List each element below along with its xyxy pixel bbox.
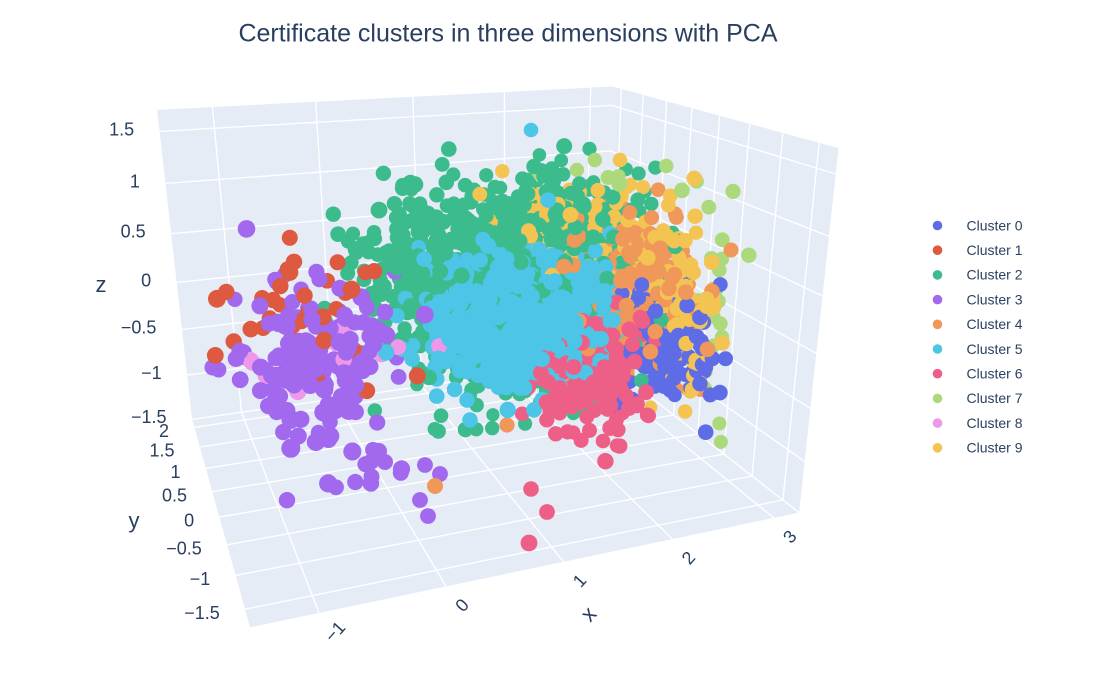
svg-text:1: 1: [130, 171, 140, 191]
svg-text:Cluster 8: Cluster 8: [967, 415, 1023, 431]
svg-text:Cluster 6: Cluster 6: [967, 366, 1023, 382]
svg-text:Cluster 7: Cluster 7: [967, 390, 1023, 406]
svg-text:0.5: 0.5: [162, 485, 187, 505]
svg-text:0: 0: [451, 595, 473, 616]
svg-text:1: 1: [170, 462, 180, 482]
svg-text:−1: −1: [321, 617, 350, 646]
svg-text:Cluster 2: Cluster 2: [967, 267, 1023, 283]
svg-text:Cluster 0: Cluster 0: [967, 217, 1023, 233]
svg-text:z: z: [96, 272, 107, 297]
svg-text:−0.5: −0.5: [166, 539, 202, 559]
svg-text:0: 0: [184, 511, 194, 531]
svg-text:1.5: 1.5: [149, 441, 174, 461]
svg-text:Cluster 4: Cluster 4: [967, 316, 1023, 332]
svg-text:−1.5: −1.5: [184, 603, 220, 623]
svg-text:0: 0: [141, 270, 151, 290]
svg-text:Cluster 9: Cluster 9: [967, 440, 1023, 456]
svg-text:2: 2: [678, 548, 700, 569]
svg-text:Cluster 1: Cluster 1: [967, 242, 1023, 258]
svg-text:3: 3: [779, 526, 801, 547]
svg-text:−1: −1: [190, 569, 211, 589]
svg-text:Cluster 5: Cluster 5: [967, 341, 1023, 357]
svg-text:0.5: 0.5: [121, 222, 146, 242]
svg-text:Certificate clusters in three: Certificate clusters in three dimensions…: [238, 20, 777, 48]
svg-text:−0.5: −0.5: [121, 317, 157, 337]
svg-text:1.5: 1.5: [109, 119, 134, 139]
svg-text:y: y: [129, 508, 140, 533]
svg-text:1: 1: [569, 570, 591, 591]
svg-text:−1.5: −1.5: [131, 407, 167, 427]
svg-text:Cluster 3: Cluster 3: [967, 291, 1023, 307]
svg-text:−1: −1: [141, 363, 162, 383]
svg-text:x: x: [575, 601, 601, 626]
svg-text:2: 2: [159, 421, 169, 441]
